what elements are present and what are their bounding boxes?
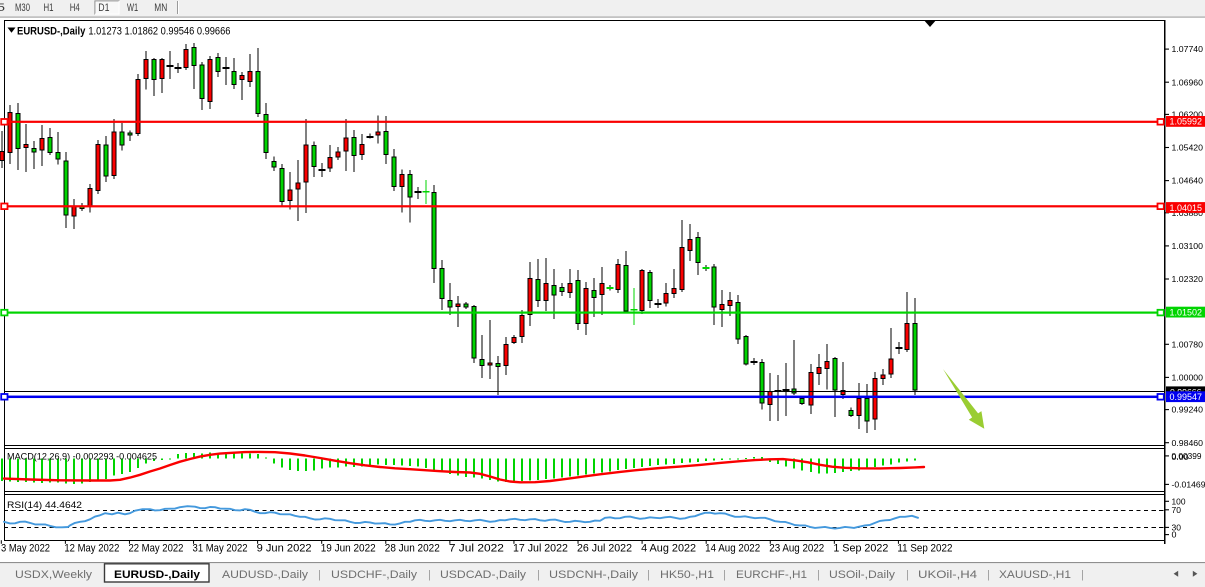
svg-text:|: | (428, 569, 431, 581)
svg-text:1.01502: 1.01502 (1170, 307, 1203, 317)
svg-text:1.06200: 1.06200 (1172, 109, 1204, 119)
svg-text:|: | (647, 569, 650, 581)
svg-text:0.00399: 0.00399 (1172, 451, 1202, 461)
svg-text:AUDUSD-,Daily: AUDUSD-,Daily (222, 569, 309, 581)
svg-text:1 Sep 2022: 1 Sep 2022 (833, 543, 888, 555)
svg-text:4 Aug 2022: 4 Aug 2022 (641, 543, 696, 555)
svg-text:17 Jul 2022: 17 Jul 2022 (513, 543, 568, 555)
svg-text:1.06960: 1.06960 (1172, 77, 1204, 87)
svg-text:H1: H1 (44, 2, 54, 14)
svg-text:1.02320: 1.02320 (1172, 274, 1204, 284)
svg-text:1.04640: 1.04640 (1172, 176, 1204, 186)
svg-text:USDCAD-,Daily: USDCAD-,Daily (440, 569, 527, 581)
svg-text:31 May 2022: 31 May 2022 (193, 543, 248, 555)
svg-text:HK50-,H1: HK50-,H1 (660, 569, 714, 581)
svg-text:0.00: 0.00 (1172, 452, 1189, 462)
svg-text:D1: D1 (98, 2, 109, 14)
svg-text:26 Jul 2022: 26 Jul 2022 (577, 543, 632, 555)
svg-text:USOil-,Daily: USOil-,Daily (829, 569, 896, 581)
svg-text:22 May 2022: 22 May 2022 (128, 543, 183, 555)
svg-text:1.07740: 1.07740 (1172, 44, 1204, 54)
svg-text:USDCNH-,Daily: USDCNH-,Daily (549, 569, 639, 581)
svg-text:H4: H4 (70, 2, 80, 14)
svg-text:100: 100 (1172, 496, 1186, 506)
svg-text:11 Sep 2022: 11 Sep 2022 (897, 543, 952, 555)
svg-text:23 Aug 2022: 23 Aug 2022 (769, 543, 824, 555)
svg-text:EURCHF-,H1: EURCHF-,H1 (736, 569, 807, 581)
svg-text:12 May 2022: 12 May 2022 (64, 543, 119, 555)
svg-text:1.03100: 1.03100 (1172, 241, 1204, 251)
svg-text:EURUSD-,Daily: EURUSD-,Daily (17, 26, 86, 38)
svg-text:M30: M30 (15, 2, 30, 14)
svg-text:1.05420: 1.05420 (1172, 143, 1204, 153)
svg-text:5: 5 (0, 2, 5, 14)
svg-text:14 Aug 2022: 14 Aug 2022 (705, 543, 760, 555)
svg-text:EURUSD-,Daily: EURUSD-,Daily (114, 569, 201, 581)
svg-text:USDX,Weekly: USDX,Weekly (15, 569, 93, 581)
svg-text:0.99240: 0.99240 (1172, 405, 1204, 415)
svg-text:|: | (1081, 569, 1084, 581)
svg-text:0.99547: 0.99547 (1170, 392, 1203, 402)
svg-text:30: 30 (1172, 522, 1182, 532)
svg-text:|: | (906, 569, 909, 581)
svg-text:0: 0 (1172, 530, 1177, 540)
svg-text:|: | (817, 569, 820, 581)
svg-text:19 Jun 2022: 19 Jun 2022 (321, 543, 376, 555)
svg-text:1.00780: 1.00780 (1172, 339, 1204, 349)
svg-text:W1: W1 (127, 2, 138, 14)
svg-text:1.05992: 1.05992 (1170, 117, 1203, 127)
svg-text:MACD(12,26,9) -0.002293 -0.004: MACD(12,26,9) -0.002293 -0.004625 (7, 451, 157, 461)
svg-text:|: | (537, 569, 540, 581)
svg-text:0.99666: 0.99666 (1170, 387, 1202, 397)
svg-text:|: | (318, 569, 321, 581)
svg-text:1.01273 1.01862 0.99546 0.9966: 1.01273 1.01862 0.99546 0.99666 (88, 26, 230, 38)
svg-text:UKOil-,H4: UKOil-,H4 (918, 569, 977, 581)
svg-text:7 Jul 2022: 7 Jul 2022 (449, 543, 504, 555)
svg-text:MN: MN (154, 2, 167, 14)
svg-text:XAUUSD-,H1: XAUUSD-,H1 (999, 569, 1071, 581)
svg-text:3 May 2022: 3 May 2022 (1, 543, 50, 555)
svg-text:1.00000: 1.00000 (1172, 372, 1204, 382)
svg-text:70: 70 (1172, 505, 1182, 515)
svg-text:0.98460: 0.98460 (1172, 438, 1204, 448)
svg-text:-0.01469: -0.01469 (1172, 479, 1205, 489)
svg-text:28 Jun 2022: 28 Jun 2022 (385, 543, 440, 555)
svg-text:1.04015: 1.04015 (1170, 203, 1203, 213)
svg-text:RSI(14) 44.4642: RSI(14) 44.4642 (7, 500, 82, 511)
svg-text:|: | (987, 569, 990, 581)
svg-text:9 Jun 2022: 9 Jun 2022 (257, 543, 312, 555)
svg-text:|: | (723, 569, 726, 581)
svg-text:USDCHF-,Daily: USDCHF-,Daily (331, 569, 418, 581)
